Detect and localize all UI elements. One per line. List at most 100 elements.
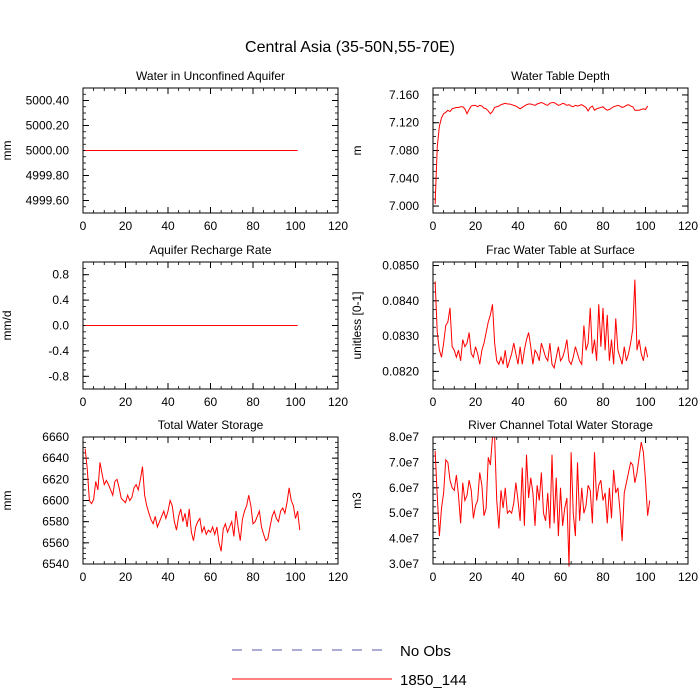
y-tick-label: 5000.40 xyxy=(26,94,70,108)
x-tick-label: 20 xyxy=(469,219,483,233)
chart-title: Aquifer Recharge Rate xyxy=(149,243,271,257)
y-axis-label: mm xyxy=(0,491,14,511)
series-line-1850-144 xyxy=(84,448,301,552)
panel-water-table-depth: Water Table Depth m 0 20 40 60 80 100 120 7.000 7.… xyxy=(350,69,698,233)
y-axis-label: mm xyxy=(0,141,14,161)
y-tick-label: 7.0e7 xyxy=(389,455,419,469)
legend-label-1850-144: 1850_144 xyxy=(400,672,467,689)
x-tick-label: 60 xyxy=(204,570,218,584)
legend-label-no-obs: No Obs xyxy=(400,643,451,660)
y-axis-label: m3 xyxy=(350,492,364,509)
x-tick-label: 120 xyxy=(678,219,698,233)
x-tick-label: 100 xyxy=(285,570,305,584)
x-tick-label: 40 xyxy=(161,395,175,409)
series-line-1850-144 xyxy=(434,279,649,370)
legend: No Obs 1850_144 xyxy=(232,643,467,689)
series-line-1850-144 xyxy=(434,436,651,567)
y-tick-label: 7.120 xyxy=(389,116,419,130)
x-tick-label: 20 xyxy=(469,570,483,584)
plot-frame xyxy=(82,87,339,214)
chart-title: Water in Unconfined Aquifer xyxy=(136,69,285,83)
x-tick-label: 80 xyxy=(246,570,260,584)
y-tick-label: 0.0 xyxy=(52,319,69,333)
x-tick-label: 0 xyxy=(430,219,437,233)
x-tick-label: 100 xyxy=(285,395,305,409)
x-tick-label: 20 xyxy=(119,219,133,233)
chart-title: Water Table Depth xyxy=(511,69,610,83)
y-tick-label: 7.000 xyxy=(389,199,419,213)
panel-water-in-unconfined-aquifer: Water in Unconfined Aquifer mm 0 20 40 60 80 10… xyxy=(0,69,348,233)
x-tick-label: 40 xyxy=(511,395,525,409)
plot-frame xyxy=(432,261,689,390)
panel-aquifer-recharge-rate: Aquifer Recharge Rate mm/d 0 20 40 60 80 100 120… xyxy=(0,243,348,409)
y-axis-label: mm/d xyxy=(0,311,14,341)
x-tick-label: 0 xyxy=(80,395,87,409)
x-tick-label: 0 xyxy=(430,395,437,409)
x-tick-label: 120 xyxy=(678,395,698,409)
y-tick-label: 6600 xyxy=(42,494,69,508)
y-tick-label: 6.0e7 xyxy=(389,481,419,495)
x-tick-label: 80 xyxy=(596,570,610,584)
y-axis-label: m xyxy=(350,146,364,156)
y-tick-label: 7.080 xyxy=(389,144,419,158)
y-tick-label: -0.4 xyxy=(48,344,69,358)
y-tick-label: 6620 xyxy=(42,472,69,486)
y-axis-label: unitless [0-1] xyxy=(350,291,364,359)
x-tick-label: 80 xyxy=(246,219,260,233)
y-tick-label: 6560 xyxy=(42,536,69,550)
x-tick-label: 80 xyxy=(246,395,260,409)
y-tick-label: 0.0820 xyxy=(382,364,419,378)
x-tick-label: 120 xyxy=(678,570,698,584)
x-tick-label: 80 xyxy=(596,395,610,409)
series-line-1850-144 xyxy=(434,102,649,204)
panel-river-channel-total-water-storage: River Channel Total Water Storage m3 0 20 40… xyxy=(350,418,698,584)
x-tick-label: 0 xyxy=(80,570,87,584)
chart-title: Total Water Storage xyxy=(158,418,264,432)
x-tick-label: 40 xyxy=(511,219,525,233)
x-tick-label: 40 xyxy=(511,570,525,584)
y-tick-label: 0.0850 xyxy=(382,259,419,273)
x-tick-label: 60 xyxy=(204,395,218,409)
x-tick-label: 100 xyxy=(635,570,655,584)
y-tick-label: 7.160 xyxy=(389,88,419,102)
x-tick-label: 40 xyxy=(161,219,175,233)
x-tick-label: 80 xyxy=(596,219,610,233)
x-tick-label: 40 xyxy=(161,570,175,584)
y-tick-label: 5000.00 xyxy=(26,144,70,158)
plot-frame xyxy=(82,436,339,565)
x-tick-label: 20 xyxy=(119,570,133,584)
x-tick-label: 120 xyxy=(328,219,348,233)
page-title: Central Asia (35-50N,55-70E) xyxy=(245,39,455,56)
y-tick-label: 8.0e7 xyxy=(389,430,419,444)
y-tick-label: 7.040 xyxy=(389,171,419,185)
y-tick-label: 6640 xyxy=(42,451,69,465)
panel-total-water-storage: Total Water Storage mm 0 20 40 60 80 100 120 6540… xyxy=(0,418,348,584)
y-tick-label: -0.8 xyxy=(48,369,69,383)
y-tick-label: 4999.80 xyxy=(26,169,70,183)
x-tick-label: 60 xyxy=(554,395,568,409)
y-tick-label: 6660 xyxy=(42,430,69,444)
y-tick-label: 4.0e7 xyxy=(389,532,419,546)
y-tick-label: 0.0840 xyxy=(382,294,419,308)
x-tick-label: 120 xyxy=(328,570,348,584)
x-tick-label: 100 xyxy=(635,219,655,233)
x-tick-label: 60 xyxy=(204,219,218,233)
x-tick-label: 0 xyxy=(430,570,437,584)
y-tick-label: 4999.60 xyxy=(26,194,70,208)
y-tick-label: 0.0830 xyxy=(382,329,419,343)
x-tick-label: 100 xyxy=(285,219,305,233)
x-tick-label: 60 xyxy=(554,570,568,584)
plot-frame xyxy=(432,87,689,214)
x-tick-label: 100 xyxy=(635,395,655,409)
y-tick-label: 5000.20 xyxy=(26,119,70,133)
y-tick-label: 5.0e7 xyxy=(389,506,419,520)
y-tick-label: 6580 xyxy=(42,515,69,529)
x-tick-label: 120 xyxy=(328,395,348,409)
x-tick-label: 60 xyxy=(554,219,568,233)
x-tick-label: 20 xyxy=(469,395,483,409)
panel-frac-water-table-at-surface: Frac Water Table at Surface unitless [0-1… xyxy=(350,243,698,409)
chart-title: River Channel Total Water Storage xyxy=(468,418,653,432)
plot-frame xyxy=(82,261,339,390)
y-tick-label: 0.4 xyxy=(52,293,69,307)
